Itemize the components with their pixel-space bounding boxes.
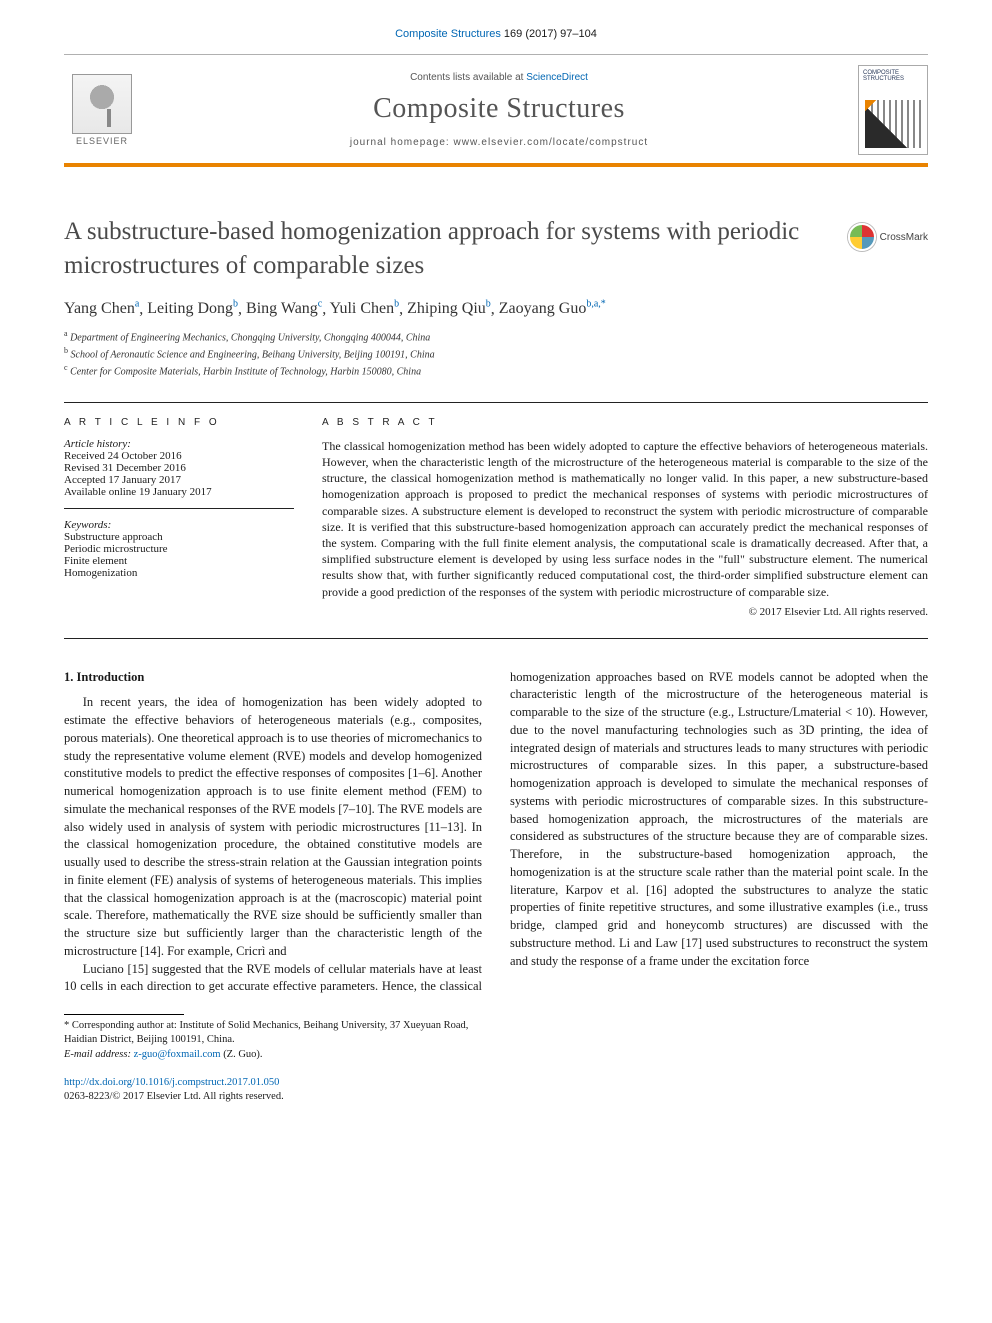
history-label: Article history:: [64, 438, 294, 450]
article-header: CrossMark A substructure-based homogeniz…: [64, 215, 928, 380]
citation-suffix: 169 (2017) 97–104: [501, 28, 597, 40]
article-title: A substructure-based homogenization appr…: [64, 215, 928, 283]
abstract-copyright: © 2017 Elsevier Ltd. All rights reserved…: [322, 606, 928, 618]
masthead: ELSEVIER Contents lists available at Sci…: [64, 54, 928, 167]
keyword: Homogenization: [64, 567, 294, 579]
info-abstract-row: A R T I C L E I N F O Article history: R…: [64, 402, 928, 639]
abstract-heading: A B S T R A C T: [322, 417, 928, 428]
history-item: Accepted 17 January 2017: [64, 474, 294, 486]
keyword: Finite element: [64, 555, 294, 567]
publisher-name: ELSEVIER: [76, 136, 128, 146]
email-line: E-mail address: z-guo@foxmail.com (Z. Gu…: [64, 1048, 494, 1062]
journal-homepage-line: journal homepage: www.elsevier.com/locat…: [156, 137, 842, 148]
journal-cover-thumb[interactable]: COMPOSITE STRUCTURES: [858, 65, 928, 155]
author[interactable]: Leiting Dongb: [147, 300, 238, 317]
section-heading: 1. Introduction: [64, 669, 482, 687]
page: Composite Structures 169 (2017) 97–104 E…: [0, 0, 992, 1105]
contents-prefix: Contents lists available at: [410, 72, 526, 83]
journal-link[interactable]: Composite Structures: [395, 28, 501, 40]
history-block: Article history: Received 24 October 201…: [64, 438, 294, 509]
abstract-text: The classical homogenization method has …: [322, 438, 928, 600]
publisher-logo[interactable]: ELSEVIER: [64, 68, 140, 152]
affiliations: a Department of Engineering Mechanics, C…: [64, 328, 928, 380]
affiliation: c Center for Composite Materials, Harbin…: [64, 362, 928, 379]
doi-block: http://dx.doi.org/10.1016/j.compstruct.2…: [64, 1076, 928, 1105]
article-info-heading: A R T I C L E I N F O: [64, 417, 294, 428]
footnotes: * Corresponding author at: Institute of …: [64, 1019, 494, 1062]
footnote-rule: [64, 1014, 184, 1015]
homepage-prefix: journal homepage:: [350, 137, 454, 148]
body-paragraph: In recent years, the idea of homogenizat…: [64, 694, 482, 960]
doi-link[interactable]: http://dx.doi.org/10.1016/j.compstruct.2…: [64, 1077, 279, 1088]
crossmark-button[interactable]: CrossMark: [848, 223, 928, 251]
keyword: Substructure approach: [64, 531, 294, 543]
cover-label: COMPOSITE STRUCTURES: [863, 70, 923, 82]
history-item: Available online 19 January 2017: [64, 486, 294, 498]
corresponding-author-note: * Corresponding author at: Institute of …: [64, 1019, 494, 1047]
keywords-label: Keywords:: [64, 519, 294, 531]
crossmark-label: CrossMark: [880, 232, 928, 243]
affiliation: a Department of Engineering Mechanics, C…: [64, 328, 928, 345]
body-columns: 1. Introduction In recent years, the ide…: [64, 669, 928, 997]
author[interactable]: Yang Chena: [64, 300, 139, 317]
affiliation: b School of Aeronautic Science and Engin…: [64, 345, 928, 362]
corresponding-email-link[interactable]: z-guo@foxmail.com: [134, 1049, 221, 1060]
crossmark-icon: [848, 223, 876, 251]
authors-line: Yang Chena, Leiting Dongb, Bing Wangc, Y…: [64, 299, 928, 318]
author[interactable]: Bing Wangc: [246, 300, 322, 317]
author[interactable]: Zhiping Qiub: [407, 300, 491, 317]
elsevier-tree-icon: [72, 74, 132, 134]
keywords-block: Keywords: Substructure approach Periodic…: [64, 519, 294, 589]
history-item: Revised 31 December 2016: [64, 462, 294, 474]
contents-line: Contents lists available at ScienceDirec…: [156, 72, 842, 83]
abstract-col: A B S T R A C T The classical homogeniza…: [322, 417, 928, 618]
keyword: Periodic microstructure: [64, 543, 294, 555]
history-item: Received 24 October 2016: [64, 450, 294, 462]
sciencedirect-link[interactable]: ScienceDirect: [526, 72, 588, 83]
email-suffix: (Z. Guo).: [221, 1049, 263, 1060]
masthead-center: Contents lists available at ScienceDirec…: [156, 72, 842, 148]
author[interactable]: Zaoyang Guob,a,*: [499, 300, 606, 317]
homepage-url[interactable]: www.elsevier.com/locate/compstruct: [454, 137, 649, 148]
journal-name: Composite Structures: [156, 93, 842, 125]
email-label: E-mail address:: [64, 1049, 134, 1060]
author[interactable]: Yuli Chenb: [330, 300, 399, 317]
issn-copyright: 0263-8223/© 2017 Elsevier Ltd. All right…: [64, 1091, 284, 1102]
article-info-col: A R T I C L E I N F O Article history: R…: [64, 417, 294, 618]
cover-art-icon: [865, 100, 921, 148]
top-citation: Composite Structures 169 (2017) 97–104: [0, 0, 992, 54]
